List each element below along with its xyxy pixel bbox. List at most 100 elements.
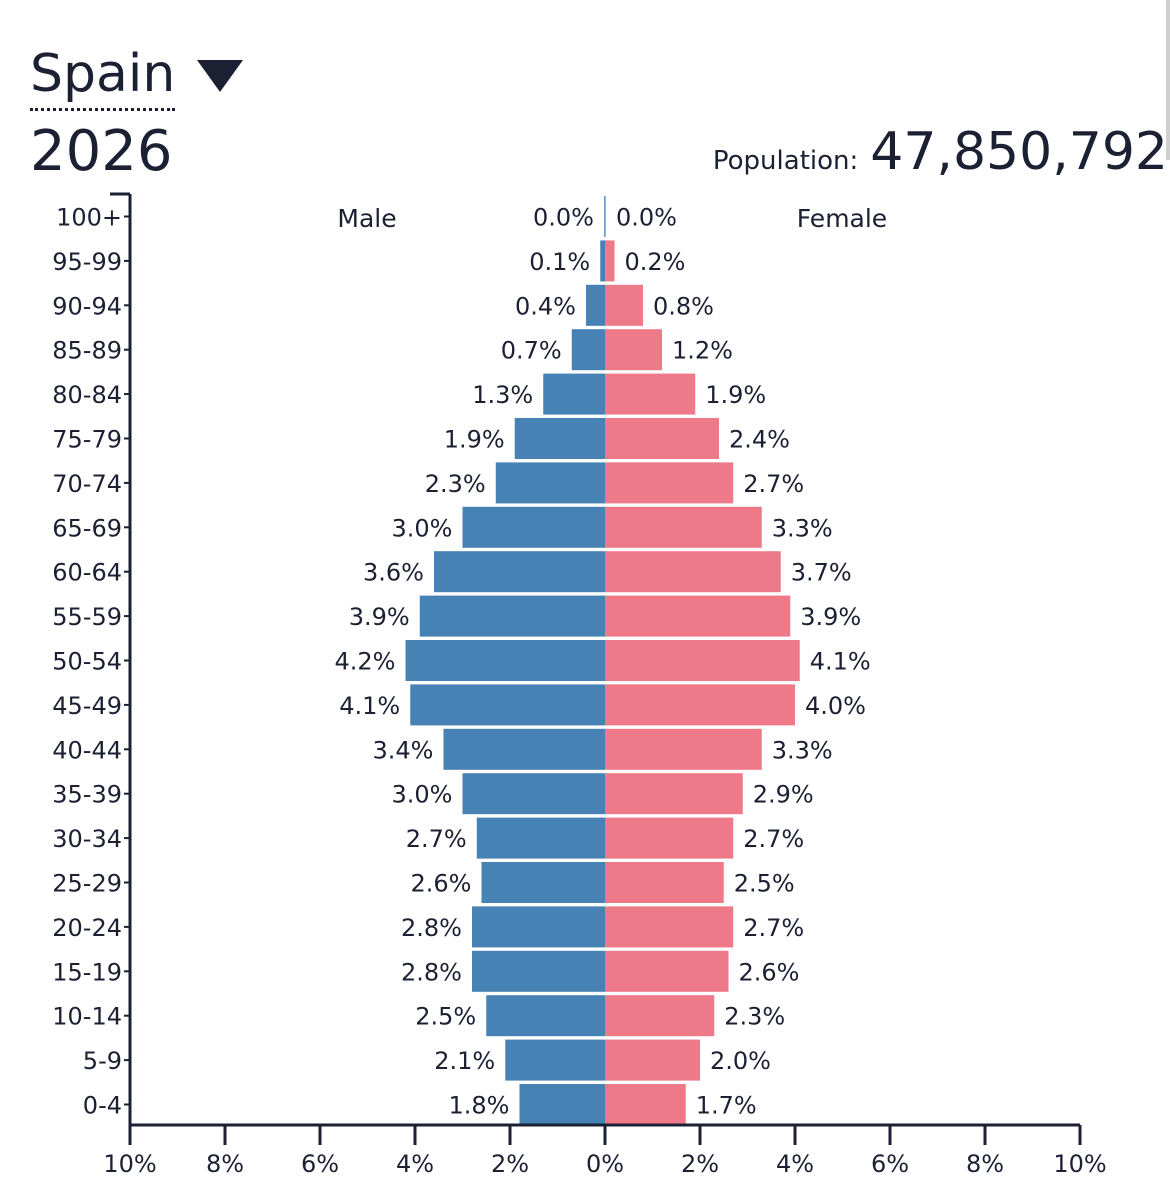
female-legend-label: Female <box>797 204 887 233</box>
male-value-label: 2.7% <box>406 825 467 853</box>
age-group-label: 10-14 <box>52 1003 122 1031</box>
age-group-label: 20-24 <box>52 914 122 942</box>
male-value-label: 1.8% <box>449 1092 510 1120</box>
year-label: 2026 <box>30 119 173 184</box>
country-selector[interactable]: Spain <box>30 42 244 111</box>
female-bar <box>605 284 643 326</box>
female-value-label: 2.4% <box>729 426 790 454</box>
male-value-label: 1.9% <box>444 426 505 454</box>
female-value-label: 3.3% <box>772 736 833 764</box>
population-label: Population: <box>712 146 859 176</box>
x-tick-label: 0% <box>586 1150 624 1178</box>
female-bar <box>605 950 729 992</box>
male-bar <box>604 196 605 237</box>
female-bar <box>605 240 615 282</box>
female-value-label: 1.7% <box>696 1092 757 1120</box>
male-value-label: 3.4% <box>373 736 434 764</box>
age-group-label: 60-64 <box>52 559 122 587</box>
male-value-label: 2.6% <box>411 870 472 898</box>
female-value-label: 3.3% <box>772 514 833 542</box>
age-group-label: 50-54 <box>52 648 122 676</box>
age-group-label: 70-74 <box>52 470 122 498</box>
age-group-label: 95-99 <box>52 248 122 276</box>
female-bar <box>605 462 734 504</box>
x-tick-label: 6% <box>301 1150 339 1178</box>
male-value-label: 0.1% <box>529 248 590 276</box>
population-summary: Population: 47,850,792 <box>713 118 1168 186</box>
female-value-label: 1.9% <box>705 381 766 409</box>
female-value-label: 0.0% <box>616 204 677 232</box>
age-group-label: 40-44 <box>52 736 122 764</box>
female-bar <box>605 506 762 548</box>
caret-down-icon[interactable] <box>197 60 244 96</box>
x-tick-label: 8% <box>206 1150 244 1178</box>
female-value-label: 3.9% <box>800 603 861 631</box>
male-value-label: 0.4% <box>515 292 576 320</box>
male-value-label: 2.3% <box>425 470 486 498</box>
male-value-label: 0.0% <box>533 204 594 232</box>
age-group-label: 0-4 <box>83 1092 122 1120</box>
x-tick-label: 10% <box>103 1150 156 1178</box>
female-bar <box>605 640 800 681</box>
age-group-label: 25-29 <box>52 870 122 898</box>
female-value-label: 2.9% <box>753 781 814 809</box>
female-bar <box>605 373 696 415</box>
age-group-label: 85-89 <box>52 337 122 365</box>
scrollbar[interactable] <box>1166 0 1170 160</box>
male-value-label: 4.1% <box>339 692 400 720</box>
female-bar <box>605 196 606 237</box>
male-bar <box>434 551 605 593</box>
male-bar <box>410 684 605 726</box>
x-tick-label: 2% <box>681 1150 719 1178</box>
age-group-label: 15-19 <box>52 958 122 986</box>
country-name[interactable]: Spain <box>30 42 176 111</box>
female-bar <box>605 1039 700 1081</box>
male-bar <box>600 240 605 282</box>
female-bar <box>605 728 762 770</box>
male-value-label: 3.9% <box>349 603 410 631</box>
male-bar <box>514 418 605 459</box>
male-value-label: 3.6% <box>363 559 424 587</box>
female-value-label: 2.7% <box>743 914 804 942</box>
male-value-label: 0.7% <box>501 337 562 365</box>
female-bar <box>605 862 724 903</box>
female-bar <box>605 1084 686 1125</box>
x-tick-label: 8% <box>966 1150 1004 1178</box>
age-group-label: 80-84 <box>52 381 122 409</box>
female-value-label: 2.7% <box>743 470 804 498</box>
x-tick-label: 2% <box>491 1150 529 1178</box>
male-bar <box>405 640 605 681</box>
male-bar <box>505 1039 605 1081</box>
female-bar <box>605 817 734 859</box>
male-value-label: 3.0% <box>392 781 453 809</box>
male-value-label: 2.8% <box>401 958 462 986</box>
female-bar <box>605 906 734 948</box>
x-tick-label: 4% <box>396 1150 434 1178</box>
age-group-label: 65-69 <box>52 514 122 542</box>
x-tick-label: 6% <box>871 1150 909 1178</box>
male-bar <box>472 906 605 948</box>
female-value-label: 2.3% <box>724 1003 785 1031</box>
age-group-label: 35-39 <box>52 781 122 809</box>
female-value-label: 2.5% <box>734 870 795 898</box>
female-value-label: 2.6% <box>739 958 800 986</box>
x-tick-label: 10% <box>1053 1150 1106 1178</box>
male-bar <box>476 817 605 859</box>
age-group-label: 75-79 <box>52 426 122 454</box>
male-value-label: 2.5% <box>415 1003 476 1031</box>
male-bar <box>586 284 605 326</box>
male-value-label: 1.3% <box>472 381 533 409</box>
population-value: 47,850,792 <box>870 122 1168 182</box>
male-bar <box>571 329 605 371</box>
age-group-label: 5-9 <box>83 1047 122 1075</box>
male-value-label: 2.8% <box>401 914 462 942</box>
female-value-label: 0.2% <box>625 248 686 276</box>
female-value-label: 1.2% <box>672 337 733 365</box>
male-legend-label: Male <box>337 204 396 233</box>
male-bar <box>495 462 605 504</box>
female-value-label: 0.8% <box>653 292 714 320</box>
female-bar <box>605 595 791 637</box>
male-bar <box>543 373 605 415</box>
age-group-label: 55-59 <box>52 603 122 631</box>
